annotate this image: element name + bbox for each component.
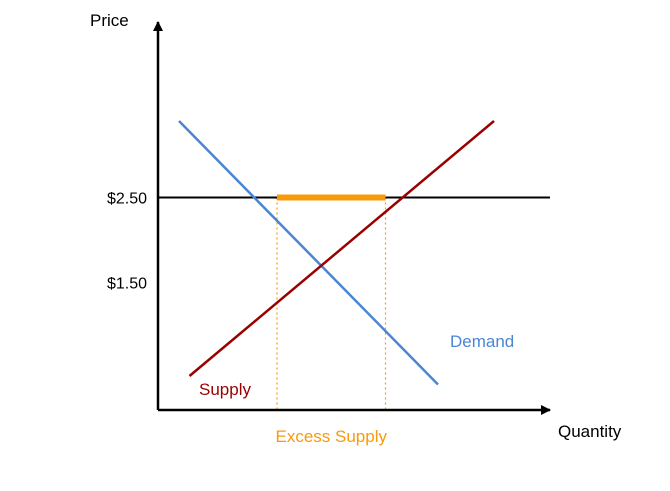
supply-label: Supply	[199, 380, 251, 399]
demand-curve	[178, 120, 439, 386]
series-layer	[178, 120, 495, 386]
y-axis-label: Price	[90, 11, 129, 30]
x-axis-label: Quantity	[558, 422, 622, 441]
axes-layer	[153, 21, 551, 415]
excess-supply-guides	[276, 197, 387, 410]
y-tick-label: $1.50	[107, 276, 147, 293]
demand-label: Demand	[450, 332, 514, 351]
y-tick-label: $2.50	[107, 191, 147, 208]
labels-layer: Price Quantity $2.50 $1.50 Demand Supply Exces…	[90, 11, 622, 446]
excess-supply-label: Excess Supply	[276, 427, 388, 446]
supply-curve	[188, 120, 495, 377]
